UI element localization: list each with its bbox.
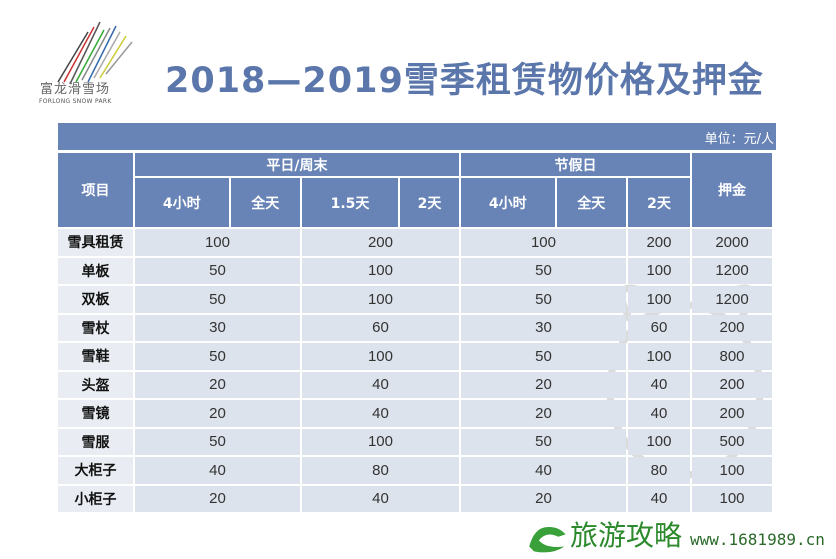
cell-wd-long: 100 (301, 257, 459, 284)
cell-wd-long: 100 (301, 286, 459, 313)
cell-hol-short: 20 (460, 485, 626, 512)
header-hol-2d: 2天 (627, 178, 690, 227)
watermark-text: 旅游攻略 (570, 519, 683, 552)
cell-item: 大柜子 (58, 457, 133, 484)
cell-deposit: 1200 (692, 286, 772, 313)
forlong-logo-icon (57, 21, 133, 85)
cell-hol-short: 50 (460, 343, 626, 370)
cell-item: 头盔 (58, 371, 133, 398)
cell-hol-2d: 100 (627, 428, 690, 455)
cell-deposit: 800 (692, 343, 772, 370)
cell-wd-short: 50 (135, 257, 300, 284)
header-hol-day: 全天 (556, 178, 626, 227)
cell-hol-2d: 100 (627, 286, 690, 313)
cell-deposit: 200 (692, 314, 772, 341)
cell-wd-short: 50 (135, 286, 300, 313)
cell-hol-short: 40 (460, 457, 626, 484)
cell-item: 单板 (58, 257, 133, 284)
cell-hol-2d: 60 (627, 314, 690, 341)
logo-name-en: FORLONG SNOW PARK (39, 98, 112, 105)
header-wd-day: 全天 (230, 178, 300, 227)
table-row: 小柜子 20 40 20 40 100 (58, 485, 772, 512)
header-wd-1.5d: 1.5天 (301, 178, 399, 227)
table-row: 雪鞋 50 100 50 100 800 (58, 343, 772, 370)
cell-hol-short: 50 (460, 257, 626, 284)
table-row: 头盔 20 40 20 40 200 (58, 371, 772, 398)
cell-wd-long: 200 (301, 229, 459, 256)
header-weekday: 平日/周末 (135, 153, 459, 176)
mountain-logo-icon (529, 526, 566, 553)
table-row: 大柜子 40 80 40 80 100 (58, 457, 772, 484)
cell-wd-short: 50 (135, 343, 300, 370)
cell-wd-short: 50 (135, 428, 300, 455)
cell-wd-long: 100 (301, 343, 459, 370)
cell-wd-short: 30 (135, 314, 300, 341)
header-hol-4h: 4小时 (460, 178, 555, 227)
cell-item: 雪镜 (58, 400, 133, 427)
watermark: 旅游攻略 www.1681989.cn (526, 516, 836, 559)
cell-item: 双板 (58, 286, 133, 313)
price-table: 项目 平日/周末 节假日 押金 4小时 全天 1.5天 2天 4小时 全天 2天… (56, 151, 774, 514)
cell-wd-short: 20 (135, 485, 300, 512)
cell-hol-2d: 200 (627, 229, 690, 256)
cell-wd-long: 40 (301, 371, 459, 398)
cell-item: 雪杖 (58, 314, 133, 341)
logo-name-cn: 富龙滑雪场 (40, 82, 111, 97)
cell-wd-short: 100 (135, 229, 300, 256)
table-row: 单板 50 100 50 100 1200 (58, 257, 772, 284)
header-item: 项目 (58, 153, 133, 227)
cell-hol-short: 30 (460, 314, 626, 341)
cell-hol-short: 50 (460, 286, 626, 313)
cell-wd-long: 40 (301, 485, 459, 512)
cell-item: 雪具租赁 (58, 229, 133, 256)
cell-deposit: 500 (692, 428, 772, 455)
header-holiday: 节假日 (460, 153, 690, 176)
cell-item: 雪鞋 (58, 343, 133, 370)
unit-label: 单位：元/人 (58, 123, 776, 150)
cell-hol-2d: 100 (627, 343, 690, 370)
cell-deposit: 200 (692, 371, 772, 398)
cell-hol-2d: 40 (627, 485, 690, 512)
cell-deposit: 1200 (692, 257, 772, 284)
cell-wd-short: 40 (135, 457, 300, 484)
cell-hol-2d: 40 (627, 371, 690, 398)
watermark-url: www.1681989.cn (690, 530, 825, 549)
cell-item: 小柜子 (58, 485, 133, 512)
cell-hol-2d: 100 (627, 257, 690, 284)
cell-wd-long: 40 (301, 400, 459, 427)
table-row: 雪杖 30 60 30 60 200 (58, 314, 772, 341)
cell-deposit: 100 (692, 485, 772, 512)
cell-wd-short: 20 (135, 400, 300, 427)
cell-wd-short: 20 (135, 371, 300, 398)
cell-hol-short: 20 (460, 371, 626, 398)
cell-deposit: 100 (692, 457, 772, 484)
cell-wd-long: 100 (301, 428, 459, 455)
header-wd-4h: 4小时 (135, 178, 229, 227)
cell-item: 雪服 (58, 428, 133, 455)
table-row: 雪服 50 100 50 100 500 (58, 428, 772, 455)
cell-hol-2d: 80 (627, 457, 690, 484)
table-row: 双板 50 100 50 100 1200 (58, 286, 772, 313)
table-row: 雪镜 20 40 20 40 200 (58, 400, 772, 427)
cell-hol-short: 20 (460, 400, 626, 427)
cell-hol-short: 50 (460, 428, 626, 455)
cell-deposit: 200 (692, 400, 772, 427)
cell-deposit: 2000 (692, 229, 772, 256)
cell-wd-long: 60 (301, 314, 459, 341)
header-wd-2d: 2天 (400, 178, 459, 227)
header-deposit: 押金 (692, 153, 772, 227)
page-title: 2018—2019雪季租赁物价格及押金 (165, 61, 764, 101)
cell-hol-2d: 40 (627, 400, 690, 427)
cell-wd-long: 80 (301, 457, 459, 484)
table-row: 雪具租赁 100 200 100 200 2000 (58, 229, 772, 256)
cell-hol-short: 100 (460, 229, 626, 256)
